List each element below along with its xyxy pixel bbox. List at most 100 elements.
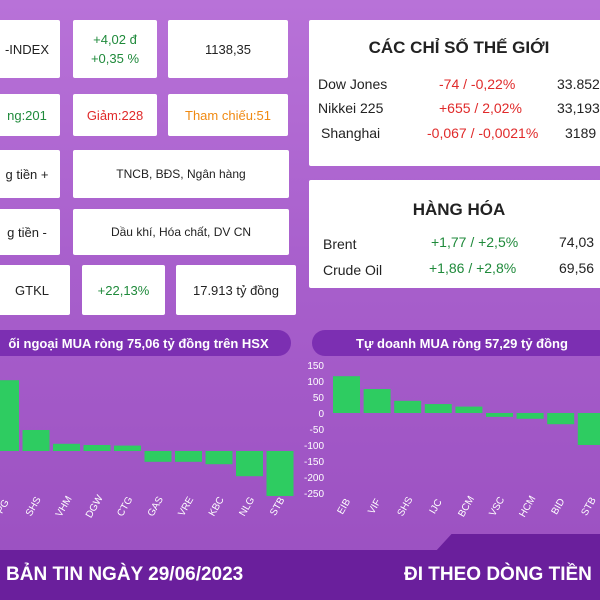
inflow-label-box: g tiền +	[0, 150, 60, 198]
y-tick-label-2--50: -50	[310, 425, 325, 436]
proprietary-flow-chart: 150 100 50 0 -50 -100 -150 -200 -250 EIB VIF SHS IJ…	[304, 362, 600, 519]
x-tick-label-1-dgw: DGW	[84, 493, 106, 520]
gtkl-label: GTKL	[15, 282, 49, 298]
vnindex-change-pct: +0,35 %	[90, 51, 140, 66]
world-indices-title: CÁC CHỈ SỐ THẾ GIỚI	[368, 38, 550, 57]
bar-2-shs	[394, 400, 422, 413]
x-tick-label-2-vsc: VSC	[487, 495, 507, 518]
vnindex-change-box: +4,02 đ +0,35 %	[73, 20, 157, 78]
inflow-sectors: TNCB, BĐS, Ngân hàng	[116, 167, 246, 181]
x-tick-label-2-stb: STB	[580, 495, 599, 518]
advancers-box: ng:201	[0, 94, 60, 136]
outflow-sectors: Dầu khí, Hóa chất, DV CN	[110, 225, 252, 239]
bar-2-vsc	[486, 413, 513, 417]
x-tick-label-1-vre: VRE	[176, 495, 196, 519]
x-tick-label-2-ijc: IJC	[428, 498, 445, 516]
commodity-name-brent: Brent	[323, 236, 357, 252]
commodity-name-crudeoil: Crude Oil	[323, 262, 383, 278]
gtkl-value-box: 17.913 tỷ đồng	[176, 265, 296, 315]
gtkl-value: 17.913 tỷ đồng	[192, 282, 280, 298]
bar-1-dgw	[83, 445, 111, 451]
x-tick-label-1-kbc: KBC	[207, 495, 227, 518]
y-tick-label-2-150: 150	[307, 362, 324, 372]
commodities-panel: HÀNG HÓA Brent +1,77 / +2,5% 74,03 Crude…	[309, 180, 600, 288]
gtkl-pct: +22,13%	[97, 282, 150, 298]
commodity-change-crudeoil: +1,86 / +2,8%	[429, 260, 517, 276]
y-tick-label-2-100: 100	[307, 377, 324, 388]
bar-2-hcm	[516, 413, 544, 419]
commodity-value-crudeoil: 69,56	[559, 260, 595, 276]
x-tick-label-1-ctg: CTG	[115, 495, 135, 519]
vnindex-label: -INDEX	[4, 41, 50, 57]
inflow-sectors-box: TNCB, BĐS, Ngân hàng	[73, 150, 289, 198]
unchanged-count: Tham chiếu:51	[185, 107, 271, 123]
x-tick-label-2-eib: EIB	[336, 497, 354, 517]
bar-1-vre	[175, 451, 202, 462]
outflow-label: g tiền -	[7, 224, 47, 240]
outflow-sectors-box: Dầu khí, Hóa chất, DV CN	[73, 209, 289, 255]
x-tick-label-2-bcm: BCM	[456, 494, 477, 519]
gtkl-pct-box: +22,13%	[82, 265, 165, 315]
world-change-dowjones: -74 / -0,22%	[439, 76, 516, 92]
world-change-shanghai: -0,067 / -0,0021%	[427, 125, 539, 141]
world-value-dowjones: 33.852	[557, 76, 600, 92]
bar-1-pg	[0, 380, 19, 451]
decliners-box: Giảm:228	[73, 94, 157, 136]
bar-2-bid	[547, 413, 575, 425]
x-tick-label-1-stb: STB	[268, 495, 287, 518]
world-change-nikkei: +655 / 2,02%	[439, 100, 522, 116]
y-tick-label-2--100: -100	[304, 441, 324, 452]
vnindex-label-box: -INDEX	[0, 20, 60, 78]
x-tick-label-1-gas: GAS	[146, 495, 166, 519]
commodities-title: HÀNG HÓA	[412, 200, 506, 219]
outflow-label-box: g tiền -	[0, 209, 60, 255]
vnindex-change-abs: +4,02 đ	[93, 32, 137, 47]
bar-1-gas	[144, 451, 172, 462]
y-tick-label-2--250: -250	[304, 489, 324, 500]
foreign-flow-banner: ối ngoại MUA ròng 75,06 tỷ đồng trên HSX	[0, 330, 291, 356]
bar-2-stb	[577, 413, 600, 445]
world-name-nikkei: Nikkei 225	[318, 100, 384, 116]
x-tick-label-1-nlg: NLG	[237, 495, 257, 518]
bar-2-eib	[333, 376, 360, 413]
x-tick-label-2-shs: SHS	[396, 495, 416, 519]
vnindex-value-box: 1138,35	[168, 20, 288, 78]
bar-1-nlg	[236, 451, 263, 477]
world-indices-panel: CÁC CHỈ SỐ THẾ GIỚI Dow Jones -74 / -0,2…	[309, 20, 600, 166]
y-tick-label-2--200: -200	[304, 473, 324, 484]
footer-tagline: ĐI THEO DÒNG TIỀN	[404, 564, 592, 585]
y-tick-label-2-0: 0	[318, 409, 324, 420]
world-name-dowjones: Dow Jones	[318, 76, 388, 92]
bar-1-vhm	[53, 443, 80, 451]
commodity-change-brent: +1,77 / +2,5%	[431, 234, 519, 250]
x-tick-label-1-pg: PG	[0, 498, 12, 516]
bar-1-shs	[22, 430, 50, 451]
commodity-value-brent: 74,03	[559, 234, 595, 250]
gtkl-label-box: GTKL	[0, 265, 70, 315]
bar-1-kbc	[205, 451, 233, 465]
y-tick-label-2-50: 50	[313, 393, 325, 404]
x-tick-label-2-hcm: HCM	[517, 494, 538, 519]
x-tick-label-1-vhm: VHM	[54, 494, 75, 519]
proprietary-flow-banner: Tự doanh MUA ròng 57,29 tỷ đồng	[312, 330, 600, 356]
y-tick-label-2--150: -150	[304, 457, 324, 468]
world-name-shanghai: Shanghai	[321, 125, 381, 141]
unchanged-box: Tham chiếu:51	[168, 94, 288, 136]
bar-2-vif	[363, 389, 391, 413]
x-tick-label-2-bid: BID	[550, 497, 568, 517]
proprietary-flow-text: Tự doanh MUA ròng 57,29 tỷ đồng	[356, 335, 568, 351]
x-tick-label-1-shs: SHS	[24, 495, 44, 519]
foreign-flow-text: ối ngoại MUA ròng 75,06 tỷ đồng trên HSX	[8, 335, 269, 351]
world-value-shanghai: 3189	[565, 125, 597, 141]
bar-2-bcm	[455, 406, 483, 413]
decliners-count: Giảm:228	[86, 107, 144, 123]
bar-1-ctg	[114, 445, 141, 451]
foreign-flow-chart: PG SHS VHM DGW CTG GAS VRE KBC NLG STB	[0, 380, 294, 520]
footer-notch	[435, 534, 600, 552]
inflow-label: g tiền +	[5, 166, 49, 182]
vnindex-value: 1138,35	[204, 41, 252, 57]
footer-bar: BẢN TIN NGÀY 29/06/2023 ĐI THEO DÒNG TIỀ…	[0, 550, 600, 600]
bar-1-stb	[266, 451, 294, 496]
advancers-count: ng:201	[7, 107, 47, 123]
footer-date: BẢN TIN NGÀY 29/06/2023	[6, 564, 244, 585]
